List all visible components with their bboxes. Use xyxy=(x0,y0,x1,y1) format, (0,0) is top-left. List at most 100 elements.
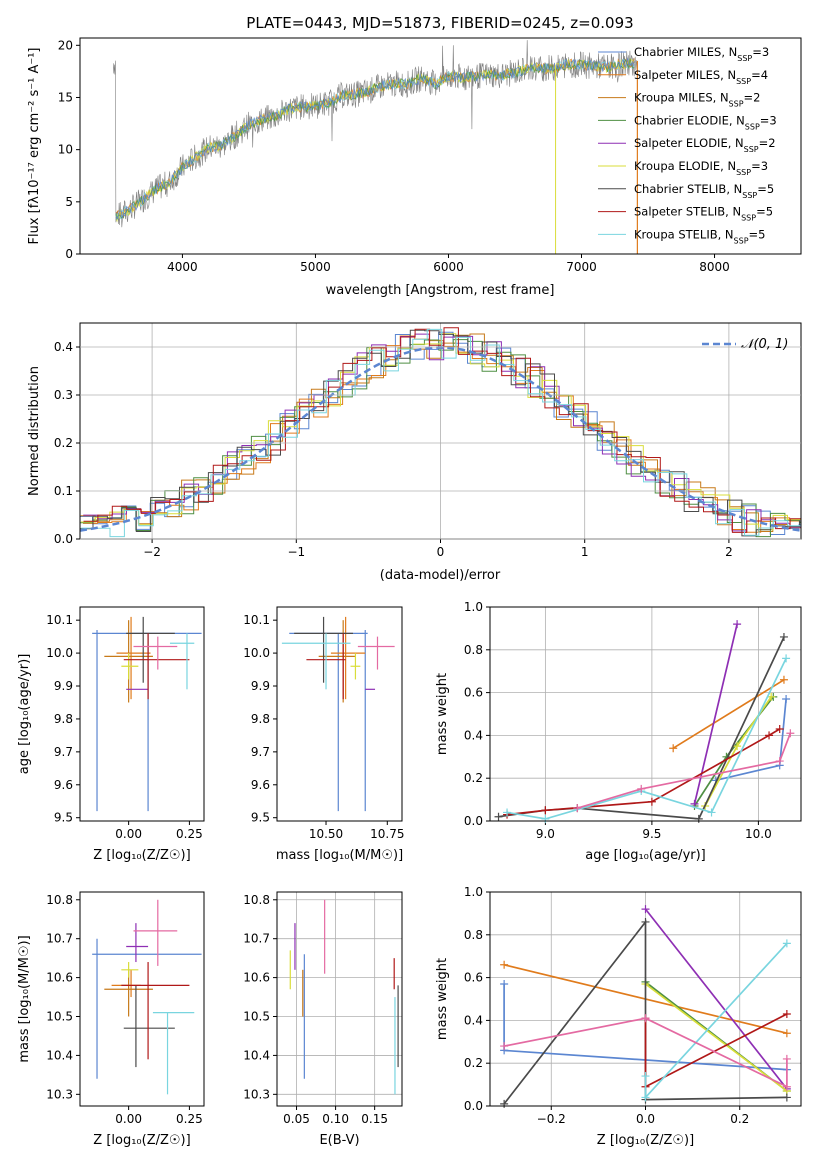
residual-y-tick-label: 0.1 xyxy=(54,484,73,498)
ebv-mass-y-tick-label: 10.4 xyxy=(243,1048,270,1062)
weight-point-marker xyxy=(641,1072,650,1081)
weight-point-marker xyxy=(500,1042,509,1051)
residual-y-tick-label: 0.3 xyxy=(54,388,73,402)
weight-point-marker xyxy=(733,742,742,751)
z-mass-y-tick-label: 10.8 xyxy=(46,893,73,907)
residual-histogram xyxy=(83,335,801,533)
mass-age-x-tick-label: 10.75 xyxy=(370,827,404,841)
legend-suffix: =3 xyxy=(760,113,777,127)
mass-age-plot xyxy=(281,616,395,812)
spectrum-y-label: Flux [fλ10⁻¹⁷ erg cm⁻² s⁻¹ A⁻¹] xyxy=(27,48,42,245)
z-age-y-tick-label: 9.7 xyxy=(54,745,73,759)
z-mass-x-label: Z [log₁₀(Z/Z☉)] xyxy=(93,1133,190,1148)
z-weight-panel: −0.2 0.0 0.2 0.0 0.2 0.4 0.6 0.8 1.0 Z [log₁₀(Z/Z… xyxy=(435,885,802,1148)
z-mass-grid: 0.00 0.25 10.3 10.4 10.5 10.6 10.7 10.8 xyxy=(46,893,202,1126)
age-weight-y-label: mass weight xyxy=(435,673,450,755)
spectrum-panel: PLATE=0443, MJD=51873, FIBERID=0245, z=0… xyxy=(27,14,802,298)
weight-point-marker xyxy=(782,695,791,704)
spectrum-x-tick-label: 6000 xyxy=(433,260,464,274)
weight-point-marker xyxy=(775,724,784,733)
residual-legend: 𝒩(0, 1) xyxy=(702,337,788,352)
z-weight-x-tick-label: −0.2 xyxy=(537,1112,566,1126)
age-weight-y-tick-label: 0.6 xyxy=(464,686,483,700)
weight-point-marker xyxy=(503,808,512,817)
model-spectrum-line xyxy=(115,58,635,220)
z-age-x-tick-label: 0.00 xyxy=(115,827,142,841)
spectrum-x-tick-label: 4000 xyxy=(167,260,198,274)
residual-histogram xyxy=(80,333,801,531)
legend-suffix: =5 xyxy=(757,182,774,196)
z-age-x-label: Z [log₁₀(Z/Z☉)] xyxy=(93,848,190,863)
residual-panel: −2 −1 0 1 2 0.0 0.1 0.2 0.3 0.4 (data-model)/err… xyxy=(27,322,802,583)
weight-point-marker xyxy=(669,744,678,753)
age-weight-x-tick-label: 9.5 xyxy=(642,827,661,841)
residual-x-tick-label: −1 xyxy=(287,545,305,559)
residual-x-tick-label: 1 xyxy=(581,545,589,559)
mass-age-y-tick-label: 10.0 xyxy=(243,646,270,660)
mass-age-y-tick-label: 9.6 xyxy=(251,778,270,792)
ebv-mass-x-tick-label: 0.15 xyxy=(361,1112,388,1126)
z-mass-y-tick-label: 10.3 xyxy=(46,1087,73,1101)
z-age-panel: 0.00 0.25 9.5 9.6 9.7 9.8 9.9 10.0 10.1 Z [log₁₀(… xyxy=(17,606,205,863)
mass-age-y-tick-label: 9.7 xyxy=(251,745,270,759)
legend-suffix: =2 xyxy=(744,91,761,105)
z-age-plot xyxy=(92,616,202,812)
weight-point-marker xyxy=(767,692,776,701)
weight-series-line xyxy=(503,1017,788,1089)
residual-histogram xyxy=(81,328,801,538)
mass-age-y-tick-label: 9.9 xyxy=(251,679,270,693)
normal-legend-label: 𝒩(0, 1) xyxy=(741,337,788,352)
ebv-mass-x-tick-label: 0.10 xyxy=(322,1112,349,1126)
z-weight-x-tick-label: 0.0 xyxy=(636,1112,655,1126)
mass-age-y-tick-label: 9.8 xyxy=(251,712,270,726)
legend-entry: Kroupa STELIB, NSSP=5 xyxy=(634,227,765,245)
age-weight-plot xyxy=(494,620,795,823)
residual-histogram xyxy=(83,333,801,532)
z-age-y-tick-label: 9.9 xyxy=(54,679,73,693)
weight-point-marker xyxy=(779,632,788,641)
legend-entry: Kroupa MILES, NSSP=2 xyxy=(634,91,760,109)
parameter-panels: 0.00 0.25 9.5 9.6 9.7 9.8 9.9 10.0 10.1 Z [log₁₀(… xyxy=(17,600,802,1148)
z-mass-panel: 0.00 0.25 10.3 10.4 10.5 10.6 10.7 10.8 Z [log₁₀… xyxy=(17,891,205,1148)
ebv-mass-axes-frame xyxy=(276,891,403,1107)
z-weight-y-tick-label: 0.2 xyxy=(464,1056,483,1070)
weight-point-marker xyxy=(641,905,650,914)
legend-entry: Salpeter STELIB, NSSP=5 xyxy=(634,205,773,223)
ebv-mass-panel: 0.05 0.10 0.15 10.3 10.4 10.5 10.6 10.7 10.8 E(B-… xyxy=(243,891,403,1148)
age-weight-panel: 9.0 9.5 10.0 0.0 0.2 0.4 0.6 0.8 1.0 age [log₁₀(a… xyxy=(435,600,802,863)
ebv-mass-y-tick-label: 10.6 xyxy=(243,971,270,985)
age-weight-grid: 9.0 9.5 10.0 0.0 0.2 0.4 0.6 0.8 1.0 xyxy=(464,600,801,841)
mass-age-y-tick-label: 10.1 xyxy=(243,613,270,627)
z-mass-y-tick-label: 10.6 xyxy=(46,971,73,985)
residual-histogram xyxy=(83,327,801,533)
weight-series-line xyxy=(715,698,787,782)
weight-point-marker xyxy=(707,808,716,817)
residual-x-tick-label: 2 xyxy=(725,545,733,559)
spectrum-x-tick-label: 7000 xyxy=(566,260,597,274)
residual-y-label: Normed distribution xyxy=(27,366,42,496)
weight-point-marker xyxy=(494,812,503,821)
model-spectrum-line xyxy=(115,58,635,218)
z-age-axes-frame xyxy=(79,606,205,822)
model-spectrum-line xyxy=(115,57,635,220)
weight-point-marker xyxy=(541,806,550,815)
z-age-y-tick-label: 10.1 xyxy=(46,613,73,627)
ebv-mass-grid: 0.05 0.10 0.15 10.3 10.4 10.5 10.6 10.7 10.8 xyxy=(243,892,402,1126)
z-weight-x-label: Z [log₁₀(Z/Z☉)] xyxy=(597,1133,694,1148)
weight-series-line xyxy=(506,658,787,820)
z-age-grid: 0.00 0.25 9.5 9.6 9.7 9.8 9.9 10.0 10.1 xyxy=(46,613,202,841)
z-mass-axes-frame xyxy=(79,891,205,1107)
z-age-y-tick-label: 10.0 xyxy=(46,646,73,660)
z-age-y-tick-label: 9.8 xyxy=(54,712,73,726)
spectrum-x-tick-label: 8000 xyxy=(699,260,730,274)
spectrum-x-label: wavelength [Angstrom, rest frame] xyxy=(326,283,555,298)
residual-y-tick-label: 0.2 xyxy=(54,436,73,450)
spectrum-y-tick-label: 0 xyxy=(65,247,73,261)
ebv-mass-y-tick-label: 10.7 xyxy=(243,932,270,946)
mass-age-panel: 10.50 10.75 9.5 9.6 9.7 9.8 9.9 10.0 10.1 mass [l… xyxy=(243,606,404,863)
mass-age-x-label: mass [log₁₀(M/M☉)] xyxy=(276,848,403,863)
z-weight-y-tick-label: 1.0 xyxy=(464,885,483,899)
weight-point-marker xyxy=(500,980,509,989)
age-weight-y-tick-label: 1.0 xyxy=(464,600,483,614)
